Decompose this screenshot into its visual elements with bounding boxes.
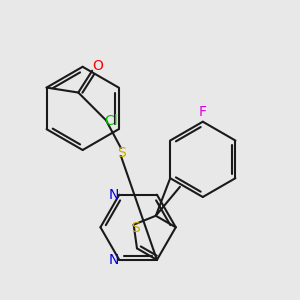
Text: F: F xyxy=(199,105,207,119)
Text: N: N xyxy=(108,253,118,267)
Text: N: N xyxy=(108,188,118,202)
Text: S: S xyxy=(118,146,126,160)
Text: O: O xyxy=(93,59,104,73)
Text: S: S xyxy=(131,221,140,235)
Text: Cl: Cl xyxy=(104,114,118,128)
